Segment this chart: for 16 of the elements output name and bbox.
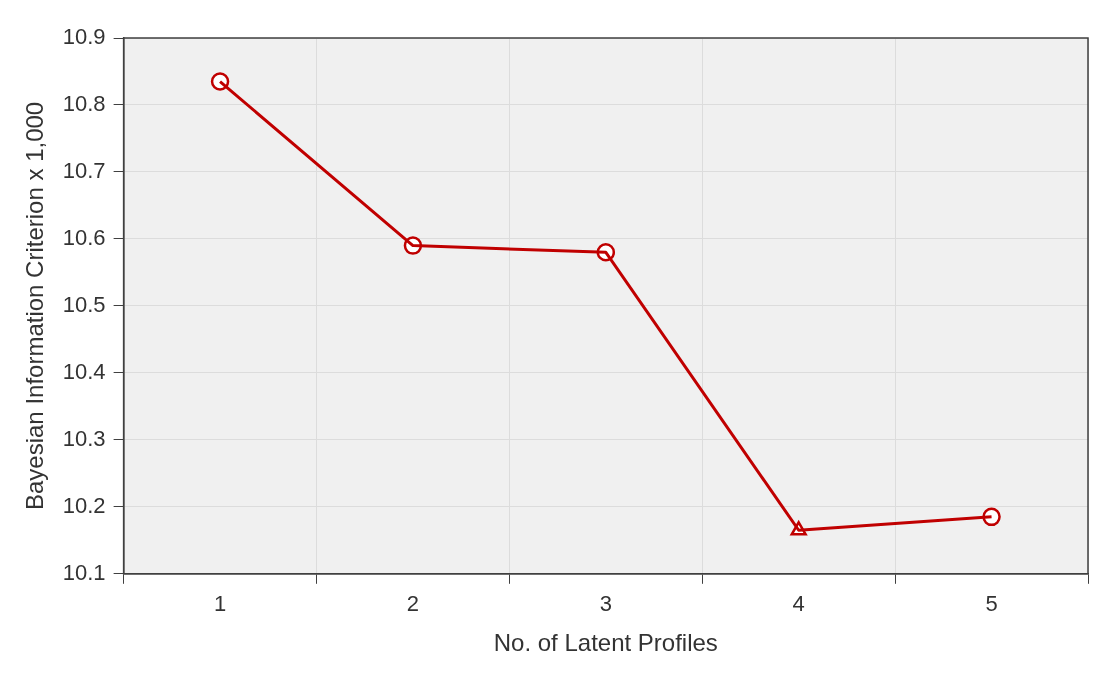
y-tick-label: 10.1 (62, 559, 106, 585)
x-tick-label: 3 (599, 591, 612, 617)
x-tick-label: 5 (985, 591, 998, 617)
y-axis-title: Bayesian Information Criterion x 1,000 (21, 101, 49, 511)
y-tick-label: 10.4 (62, 358, 106, 384)
y-tick-label: 10.8 (62, 91, 106, 117)
x-tick-label: 2 (406, 591, 420, 617)
y-tick-label: 10.2 (62, 492, 106, 518)
x-axis-title: No. of Latent Profiles (493, 629, 718, 657)
y-tick-label: 10.3 (62, 425, 106, 451)
y-tick-label: 10.5 (62, 291, 106, 317)
y-tick-label: 10.7 (62, 158, 106, 184)
y-tick-label: 10.6 (62, 224, 106, 250)
x-tick-label: 1 (213, 591, 227, 617)
x-tick-label: 4 (792, 591, 805, 617)
y-tick-label: 10.9 (62, 24, 106, 50)
